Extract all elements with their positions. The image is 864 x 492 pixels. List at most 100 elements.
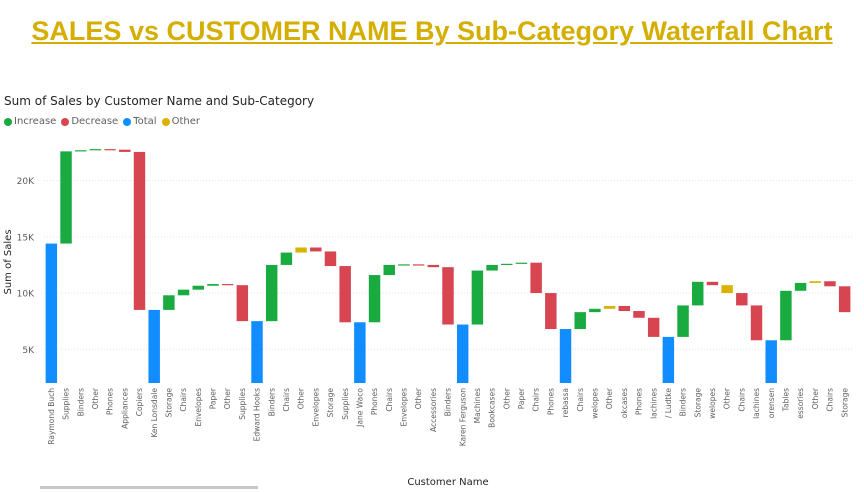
waterfall-bar-decrease[interactable] [706, 281, 719, 286]
waterfall-bar-increase[interactable] [368, 275, 381, 323]
waterfall-bar-increase[interactable] [589, 308, 601, 313]
waterfall-bar-increase[interactable] [163, 295, 175, 310]
legend-label: Decrease [71, 116, 119, 127]
x-tick-label: Accessories [429, 388, 438, 432]
waterfall-bar-decrease[interactable] [310, 247, 322, 252]
x-tick-label: Karen Ferguson [458, 388, 467, 447]
waterfall-bar-increase[interactable] [471, 270, 484, 325]
waterfall-bar-increase[interactable] [501, 263, 513, 266]
x-tick-label: Binders [444, 388, 453, 416]
waterfall-bar-decrease[interactable] [236, 285, 249, 322]
waterfall-bar-total[interactable] [559, 329, 572, 383]
waterfall-bar-other[interactable] [721, 285, 733, 294]
legend-item-decrease[interactable]: Decrease [61, 116, 118, 127]
waterfall-bar-decrease[interactable] [442, 267, 454, 325]
waterfall-bar-total[interactable] [456, 324, 469, 383]
x-tick-label: Binders [267, 388, 276, 416]
waterfall-bar-increase[interactable] [280, 252, 293, 265]
x-tick-label: Appliances [120, 388, 129, 429]
waterfall-bar-total[interactable] [148, 309, 160, 383]
waterfall-bar-decrease[interactable] [647, 317, 660, 337]
x-tick-label: Ken Lonsdale [150, 388, 159, 438]
x-tick-label: Paper [517, 387, 526, 409]
x-tick-label: welopes [591, 388, 600, 419]
waterfall-bar-increase[interactable] [60, 151, 72, 244]
waterfall-bar-increase[interactable] [780, 290, 792, 341]
waterfall-bar-other[interactable] [603, 305, 616, 309]
horizontal-scrollbar[interactable] [40, 486, 258, 489]
waterfall-bar-decrease[interactable] [339, 266, 351, 323]
x-tick-label: Chairs [826, 388, 835, 412]
x-tick-label: Other [723, 387, 732, 409]
waterfall-bar-increase[interactable] [192, 285, 204, 290]
waterfall-bar-other[interactable] [809, 281, 822, 283]
x-tick-label: Other [811, 387, 820, 409]
x-tick-label: Supplies [341, 388, 350, 420]
x-tick-label: Other [91, 387, 100, 409]
x-tick-label: Machines [473, 388, 482, 423]
waterfall-bar-other[interactable] [295, 247, 307, 253]
waterfall-bar-decrease[interactable] [838, 286, 851, 313]
waterfall-bar-total[interactable] [251, 321, 263, 383]
page-title: SALES vs CUSTOMER NAME By Sub-Category W… [31, 16, 833, 46]
waterfall-bar-increase[interactable] [177, 289, 190, 296]
waterfall-bar-increase[interactable] [692, 281, 704, 306]
legend-item-total[interactable]: Total [123, 116, 157, 127]
waterfall-bar-decrease[interactable] [750, 305, 763, 341]
waterfall-bar-decrease[interactable] [427, 264, 440, 268]
x-tick-label: Storage [840, 388, 849, 418]
waterfall-bar-decrease[interactable] [618, 305, 631, 312]
x-tick-label: Envelopes [400, 388, 409, 427]
waterfall-bar-total[interactable] [354, 322, 366, 383]
waterfall-bar-total[interactable] [765, 340, 777, 383]
waterfall-bar-decrease[interactable] [133, 151, 146, 310]
waterfall-bar-decrease[interactable] [104, 149, 116, 151]
chart-title: Sum of Sales by Customer Name and Sub-Ca… [4, 94, 315, 108]
x-tick-label: Phones [635, 388, 644, 415]
waterfall-bar-increase[interactable] [398, 264, 410, 266]
waterfall-bar-increase[interactable] [207, 284, 219, 286]
waterfall-bar-increase[interactable] [574, 312, 586, 330]
waterfall-bar-decrease[interactable] [545, 293, 557, 330]
waterfall-bar-decrease[interactable] [633, 311, 645, 318]
x-tick-label: Copiers [135, 388, 144, 416]
waterfall-bar-decrease[interactable] [324, 251, 337, 267]
y-tick-label: 20K [17, 177, 35, 187]
waterfall-bar-decrease[interactable] [221, 284, 234, 286]
legend-marker [4, 117, 12, 126]
waterfall-bar-increase[interactable] [486, 264, 498, 271]
x-tick-label: essories [796, 388, 805, 419]
legend-label: Other [171, 116, 200, 127]
x-tick-label: Storage [326, 388, 335, 418]
waterfall-bar-increase[interactable] [794, 282, 807, 291]
x-tick-label: / Ludtke [664, 388, 673, 418]
waterfall-bar-decrease[interactable] [119, 149, 131, 152]
x-tick-label: Envelopes [311, 388, 320, 427]
legend-item-other[interactable]: Other [161, 116, 200, 127]
x-tick-label: Other [414, 387, 423, 409]
y-tick-label: 15K [17, 233, 35, 243]
waterfall-chart[interactable]: 5K 10K 15K 20K Sum of Sales Customer Name Raym… [0, 130, 864, 492]
x-tick-label: okcases [620, 388, 629, 418]
waterfall-bar-increase[interactable] [515, 262, 528, 264]
waterfall-bar-increase[interactable] [89, 149, 102, 151]
waterfall-bar-increase[interactable] [265, 264, 278, 322]
x-tick-label: rebassa [561, 388, 570, 417]
waterfall-bar-decrease[interactable] [824, 281, 836, 287]
x-tick-label: lachines [752, 388, 761, 419]
chart-legend[interactable]: Increase Decrease Total Other [4, 116, 205, 127]
legend-marker [61, 117, 70, 126]
waterfall-bar-total[interactable] [662, 336, 675, 383]
legend-marker [161, 117, 170, 126]
waterfall-bar-decrease[interactable] [412, 264, 425, 266]
x-tick-label: Supplies [238, 388, 247, 420]
waterfall-bar-decrease[interactable] [530, 262, 542, 294]
y-tick-label: 10K [17, 290, 35, 300]
waterfall-bar-decrease[interactable] [736, 293, 748, 306]
waterfall-bar-increase[interactable] [677, 305, 689, 337]
x-axis-title: Customer Name [407, 477, 488, 488]
legend-item-increase[interactable]: Increase [4, 116, 56, 127]
waterfall-bar-increase[interactable] [74, 150, 87, 152]
waterfall-bar-total[interactable] [45, 243, 58, 383]
waterfall-bar-increase[interactable] [383, 264, 395, 276]
